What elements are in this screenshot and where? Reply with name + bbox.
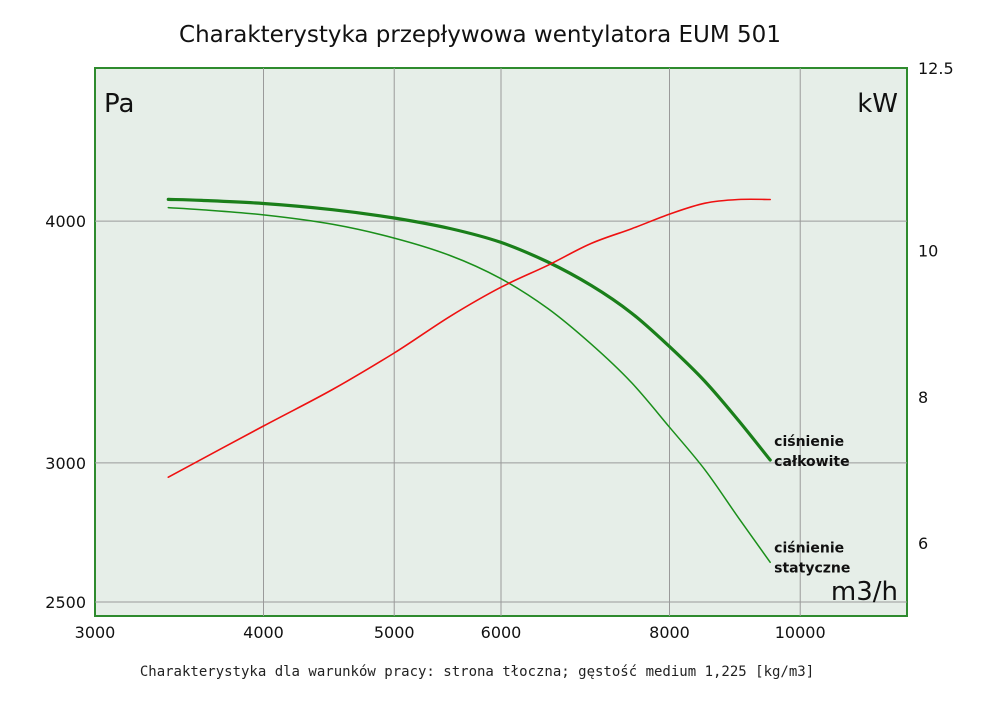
y-axis-ticks: 2500 3000 4000	[45, 212, 86, 612]
x-tick-label-8000: 8000	[649, 623, 690, 642]
x-axis-ticks: 3000 4000 5000 6000 8000 10000	[75, 623, 826, 642]
y-tick-label-2500: 2500	[45, 593, 86, 612]
x-tick-label-6000: 6000	[481, 623, 522, 642]
series-line-cisnienie-calkowite	[166, 197, 772, 462]
y2-tick-label-10: 10	[918, 242, 938, 261]
y2-axis-unit: kW	[857, 89, 898, 119]
x-tick-label-10000: 10000	[775, 623, 826, 642]
y2-tick-label-6: 6	[918, 534, 928, 553]
x-axis-unit: m3/h	[831, 577, 898, 607]
y-tick-label-3000: 3000	[45, 454, 86, 473]
y2-tick-label-8: 8	[918, 388, 928, 407]
y-tick-label-4000: 4000	[45, 212, 86, 231]
x-tick-label-3000: 3000	[75, 623, 116, 642]
curves	[166, 197, 772, 564]
curve-label-0-0: ciśnienie	[774, 434, 844, 450]
y-axis-unit: Pa	[104, 89, 134, 119]
x-tick-label-4000: 4000	[243, 623, 284, 642]
curve-label-0-1: całkowite	[774, 454, 849, 470]
y2-tick-label-12-5: 12.5	[918, 59, 954, 78]
series-line-moc	[167, 198, 771, 478]
chart-subtitle: Charakterystyka dla warunków pracy: stro…	[140, 664, 814, 680]
chart-title: Charakterystyka przepływowa wentylatora …	[179, 22, 781, 48]
series-line-cisnienie-statyczne	[167, 206, 771, 564]
curve-label-1-0: ciśnienie	[774, 540, 844, 556]
grid-lines	[95, 68, 907, 616]
curve-labels: ciśnienie całkowite ciśnienie statyczne	[774, 434, 850, 576]
curve-label-1-1: statyczne	[774, 560, 850, 576]
y2-axis-ticks: 6 8 10 12.5	[918, 59, 954, 553]
x-tick-label-5000: 5000	[374, 623, 415, 642]
